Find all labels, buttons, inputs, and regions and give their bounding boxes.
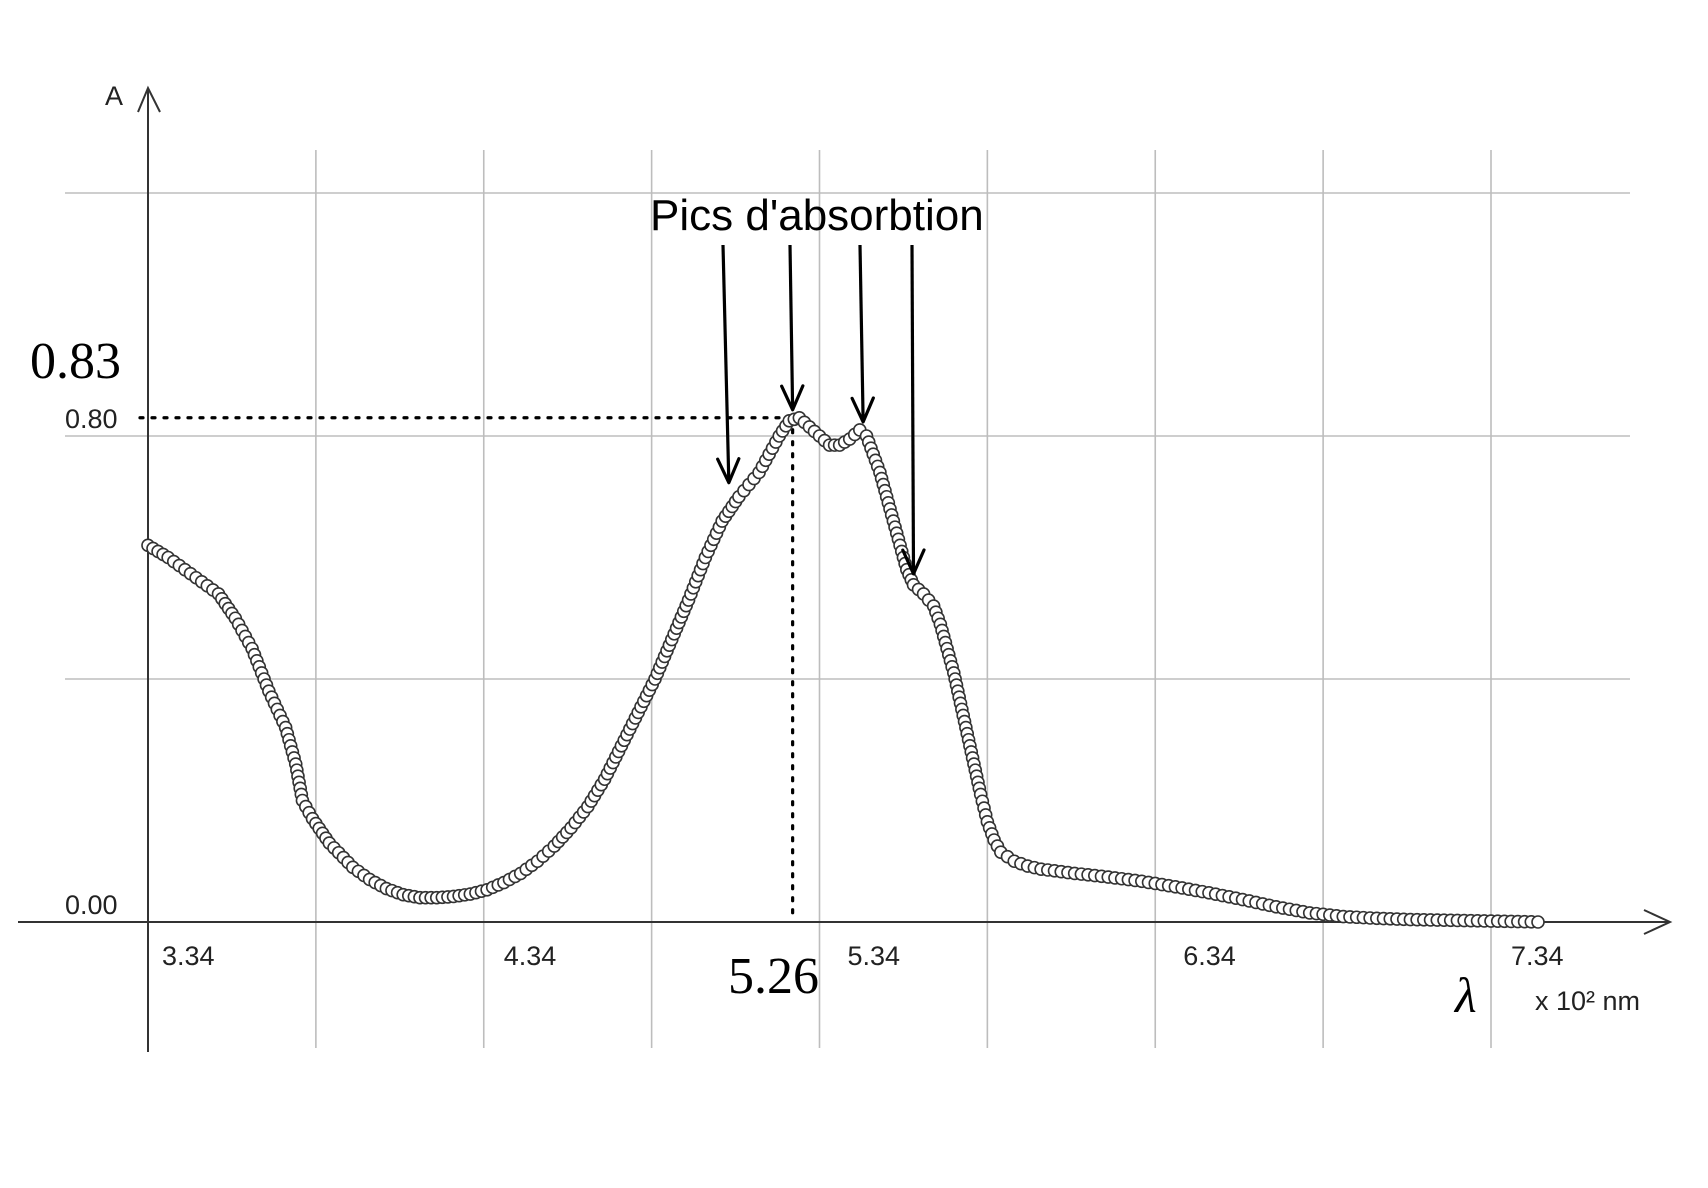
x-tick-label: 6.34 xyxy=(1183,941,1236,971)
y-tick-label: 0.80 xyxy=(65,404,118,434)
data-point xyxy=(1531,915,1545,929)
peak-arrow xyxy=(721,244,731,483)
y-axis-label: A xyxy=(105,81,123,111)
y-axis-arrow-icon xyxy=(137,85,161,113)
data-points xyxy=(141,410,1545,929)
peak-arrows xyxy=(716,244,926,576)
peaks-annotation-title: Pics d'absorbtion xyxy=(650,191,984,240)
arrow-head-icon xyxy=(716,457,741,485)
x-tick-label: 5.34 xyxy=(848,941,901,971)
x-axis-label: λ xyxy=(1453,967,1477,1023)
x-tick-label: 3.34 xyxy=(162,941,215,971)
reference-x-label: 5.26 xyxy=(728,948,819,1005)
grid xyxy=(65,150,1630,1048)
arrow-head-icon xyxy=(901,548,926,576)
x-tick-labels: 3.34 4.34 5.34 6.34 7.34 xyxy=(162,941,1564,971)
arrow-head-icon xyxy=(780,384,805,412)
x-tick-label: 7.34 xyxy=(1511,941,1564,971)
reference-lines xyxy=(138,416,795,920)
y-tick-label: 0.00 xyxy=(65,890,118,920)
x-tick-label: 4.34 xyxy=(504,941,557,971)
x-axis-arrow-icon xyxy=(1643,909,1673,935)
peak-arrow xyxy=(858,244,865,422)
y-tick-labels: 0.00 0.80 xyxy=(65,404,118,920)
peak-arrow xyxy=(910,244,916,574)
reference-y-label: 0.83 xyxy=(30,333,121,390)
x-axis-unit: x 10² nm xyxy=(1535,986,1640,1016)
peak-arrow xyxy=(788,244,795,410)
arrow-head-icon xyxy=(850,396,875,424)
